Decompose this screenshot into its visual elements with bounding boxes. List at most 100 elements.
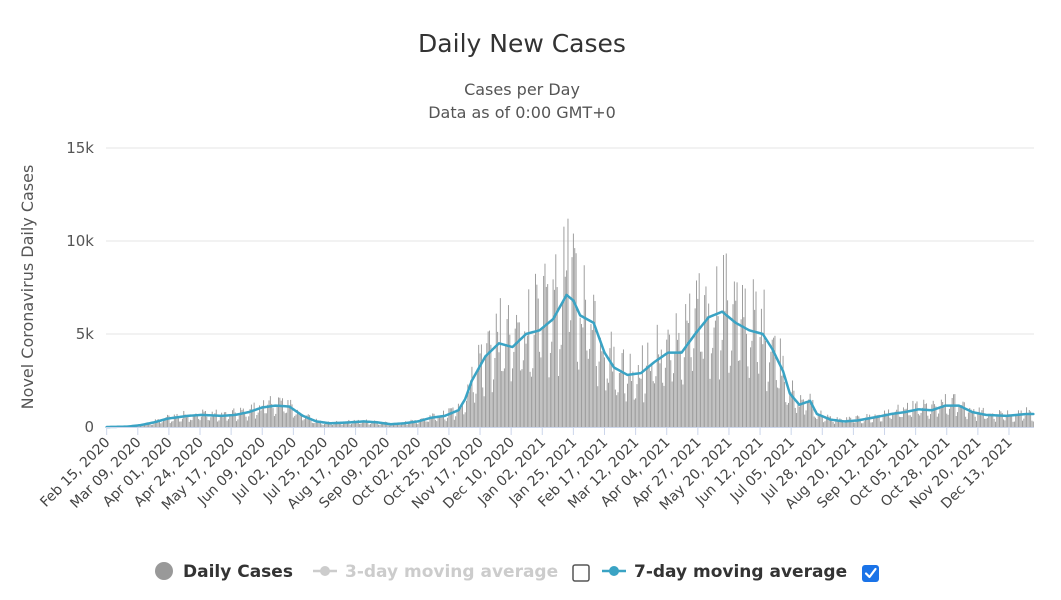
daily-case-bar: [432, 413, 434, 427]
daily-case-bar: [898, 416, 900, 427]
daily-case-bar: [683, 357, 685, 427]
daily-case-bar: [640, 378, 642, 427]
daily-case-bar: [732, 304, 734, 427]
daily-case-bar: [351, 423, 353, 427]
daily-case-bar: [144, 424, 146, 427]
daily-case-bar: [597, 386, 599, 427]
daily-case-bar: [579, 317, 581, 427]
daily-case-bar: [341, 424, 343, 427]
daily-case-bar: [896, 409, 898, 427]
daily-case-bar: [530, 376, 532, 427]
daily-case-bar: [1028, 410, 1030, 427]
daily-case-bar: [978, 407, 980, 427]
daily-case-bar: [275, 413, 277, 427]
daily-case-bar: [885, 413, 887, 427]
daily-case-bar: [723, 254, 725, 427]
daily-case-bar: [570, 320, 572, 427]
daily-case-bar: [919, 415, 921, 427]
legend-item-daily-cases[interactable]: Daily Cases: [155, 562, 293, 582]
daily-case-bar: [839, 418, 841, 427]
daily-case-bar: [660, 349, 662, 427]
daily-case-bar: [679, 350, 681, 427]
daily-case-bar: [470, 380, 472, 427]
daily-case-bar: [779, 338, 781, 427]
daily-case-bar: [548, 377, 550, 427]
daily-case-bar: [689, 293, 691, 427]
daily-case-bar: [418, 421, 420, 427]
daily-case-bar: [306, 415, 308, 427]
daily-case-bar: [475, 393, 477, 427]
seven-day-average-checkbox[interactable]: [862, 565, 879, 582]
daily-case-bar: [453, 419, 455, 427]
daily-case-bar: [499, 298, 501, 427]
seven-day-checkbox-box: [862, 565, 879, 582]
daily-case-bar: [659, 363, 661, 427]
daily-case-bar: [675, 313, 677, 427]
daily-case-bar: [141, 425, 143, 427]
daily-case-bar: [150, 424, 152, 427]
daily-case-bar: [712, 347, 714, 427]
daily-case-bar: [217, 421, 219, 427]
daily-case-bar: [687, 323, 689, 427]
daily-case-bar: [873, 418, 875, 427]
daily-case-bar: [900, 417, 902, 427]
y-axis-ticks: 0 5k 10k 15k: [66, 139, 94, 436]
daily-case-bar: [823, 422, 825, 427]
daily-case-bar: [414, 420, 416, 427]
daily-case-bar: [618, 372, 620, 427]
daily-case-bar: [365, 419, 367, 427]
daily-case-bar: [934, 404, 936, 427]
daily-case-bar: [399, 424, 401, 427]
daily-case-bar: [720, 350, 722, 427]
daily-case-bar: [743, 317, 745, 427]
daily-case-bar: [696, 280, 697, 427]
daily-case-bar: [617, 392, 619, 427]
legend-3-day-label: 3-day moving average: [345, 562, 558, 582]
daily-case-bar: [751, 340, 753, 427]
daily-case-bar: [156, 420, 158, 427]
daily-case-bar: [478, 344, 480, 427]
daily-case-bar: [428, 421, 430, 427]
daily-case-bar: [434, 419, 436, 427]
daily-case-bar: [560, 344, 562, 427]
y-axis-title: Novel Coronavirus Daily Cases: [18, 165, 37, 410]
daily-case-bar: [817, 413, 819, 427]
daily-case-bar: [632, 371, 634, 427]
daily-case-bar: [905, 408, 907, 427]
daily-case-bar: [908, 415, 910, 427]
daily-case-bar: [771, 339, 773, 427]
daily-case-bar: [566, 270, 568, 427]
daily-case-bar: [973, 409, 975, 427]
legend-item-3-day-moving-average[interactable]: 3-day moving average: [313, 562, 558, 582]
daily-case-bar: [1020, 410, 1022, 427]
daily-case-bar: [854, 422, 856, 427]
daily-case-bar: [930, 414, 931, 427]
daily-case-bar: [466, 400, 467, 427]
daily-case-bar: [586, 350, 588, 427]
daily-case-bar: [942, 401, 944, 427]
daily-case-bar: [677, 339, 679, 427]
daily-case-bar: [851, 422, 853, 427]
daily-case-bar: [476, 368, 478, 427]
daily-case-bar: [334, 422, 336, 427]
daily-case-bar: [936, 416, 938, 427]
daily-case-bar: [568, 331, 570, 427]
daily-case-bar: [298, 412, 300, 427]
daily-case-bar: [1008, 414, 1010, 427]
daily-case-bar: [245, 416, 247, 427]
daily-case-bar: [824, 421, 826, 427]
daily-case-bar: [352, 423, 354, 427]
legend-item-7-day-moving-average[interactable]: 7-day moving average: [602, 562, 847, 582]
daily-case-bar: [629, 353, 631, 427]
daily-case-bar: [624, 393, 626, 427]
daily-case-bar: [295, 414, 297, 427]
daily-case-bar: [319, 420, 321, 427]
daily-case-bar: [294, 415, 296, 427]
daily-case-bar: [1030, 411, 1032, 427]
daily-case-bar: [398, 424, 400, 427]
daily-case-bar: [321, 424, 323, 427]
daily-case-bar: [278, 397, 279, 427]
three-day-average-checkbox[interactable]: [572, 564, 590, 582]
daily-case-bar: [203, 411, 205, 427]
